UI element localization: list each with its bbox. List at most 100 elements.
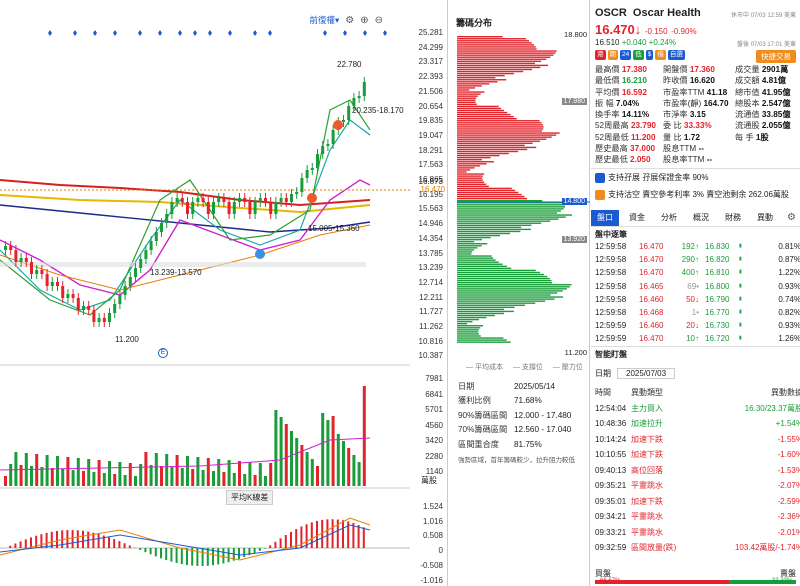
candle-body [134,268,137,277]
candle-body [305,170,309,178]
marker-dot [307,193,317,203]
level-price: 16.810 [705,268,730,278]
distribution-bar [457,156,491,159]
candle-body [326,144,330,146]
tab-1[interactable]: 資金 [629,213,645,222]
quick-trade-button[interactable]: 快捷交易 [756,50,796,63]
volume-bar [290,431,293,486]
volume-bar [274,410,278,486]
dist-axis-top: 18.800 [564,30,587,39]
candle-body [274,202,278,214]
distribution-bar [457,335,481,337]
alert-type: 加速下跌 [631,496,663,506]
field-label: 總市值 [735,87,760,97]
distribution-legend: — 平均成本 — 支撐位 — 壓力位 [466,362,583,372]
tab-4[interactable]: 財務 [725,213,741,222]
tick-row: 12:59:58 16.470 192↑ 16.830 ▮ 0.81% [595,240,800,253]
volume-bar [279,417,283,486]
macd-tick: -0.508 [420,560,443,570]
volume-bar [196,457,200,486]
distribution-bar [457,273,544,276]
tick-time: 12:59:58 [595,268,627,278]
distribution-bar [457,66,541,69]
price-tick: 14.946 [418,219,443,229]
macd-bar [186,548,188,565]
distribution-bar [457,150,519,153]
zoom-icon[interactable]: ⊕ [360,14,369,26]
volume-bar [14,452,18,486]
indicator-label[interactable]: 平均K線差 [226,490,274,505]
field-label: 股息率TTM [663,155,705,165]
macd-bar [165,548,168,561]
volume-tick: 3420 [425,436,443,445]
distribution-bar [457,179,483,181]
macd-bar [217,548,220,565]
distribution-bar [457,253,472,255]
distribution-bar [457,126,544,128]
annotation-high: 22.780 [337,60,362,69]
volume-bar [35,454,39,486]
dist-stat-value: 2025/05/14 [514,382,555,391]
distribution-bar [457,87,476,89]
candle-body [284,198,288,202]
quote-field-row: 52周最高 23.790 委 比 33.33% 流通股 2.055億 [595,120,798,131]
distribution-bar [457,241,475,243]
distribution-bar [457,74,505,77]
buy-ratio-bar [595,580,729,584]
level-price: 16.790 [705,294,730,304]
quote-field-row: 平均價 16.592 市盈率TTM 41.18 總市值 41.95億 [595,87,798,98]
volume-bar [362,386,366,486]
tick-time: 12:59:58 [595,294,627,304]
after-hours-quote: 16.510 +0.040 +0.24% [595,38,676,47]
macd-bar [45,532,48,548]
dist-marker-3: 13.920 [561,236,587,243]
tabs-settings-icon[interactable]: ⚙ [787,212,796,223]
volume-bar [227,460,231,486]
macd-bar [264,548,266,549]
settings-icon[interactable]: ⚙ [345,14,355,26]
distribution-bar [457,337,504,339]
distribution-bar [457,177,483,179]
distribution-bar [457,83,490,85]
tab-3[interactable]: 概況 [693,213,709,222]
kline-chart-area[interactable]: 前復權▾ ⚙ ⊕ ⊖ 25.281 24.299 23.317 22.393 21.50… [0,0,448,586]
candle-body [295,192,299,194]
field-value: 7.04% [613,98,640,108]
candle-body [102,318,106,322]
distribution-bar [457,325,484,327]
macd-bar [238,548,240,560]
candle-body [331,130,335,144]
candle-body [24,258,28,262]
level-bar: ▮ [739,309,742,316]
alerts-date-select[interactable]: 2025/07/03 [617,368,676,379]
distribution-bar [457,323,468,325]
volume-bar [264,476,267,486]
alert-time: 09:35:21 [595,481,627,490]
macd-bar [279,538,282,548]
event-diamond [158,30,162,36]
quote-field: 換手率 14.11% [595,109,663,120]
distribution-bar [457,284,572,286]
tab-5[interactable]: 異動 [757,213,773,222]
tab-0[interactable]: 盤口 [591,210,619,226]
tab-2[interactable]: 分析 [661,213,677,222]
alert-time: 09:34:21 [595,512,627,521]
candle-body [357,96,361,98]
quote-field: 振 幅 7.04% [595,98,663,109]
field-label: 市盈率TTM [663,87,705,97]
price-tag-1: 16.873 [418,177,443,186]
macd-bar [50,531,53,548]
close-icon[interactable]: ⊖ [374,14,383,26]
tick-row: 12:59:58 16.460 50↓ 16.790 ▮ 0.74% [595,293,800,306]
annotation-level1: 20.235-18.170 [352,106,404,115]
alerts-title: 智能盯盤 [595,350,627,359]
candle-body [238,198,241,202]
tick-volume: 20↓ [686,321,699,331]
distribution-bar [457,218,559,220]
candle-body [30,262,33,274]
field-value: 2.055億 [759,121,791,131]
adjust-dropdown[interactable]: 前復權▾ [309,15,340,25]
distribution-bar [457,279,552,282]
distribution-bar [457,263,503,265]
event-marker[interactable]: E [158,348,168,358]
